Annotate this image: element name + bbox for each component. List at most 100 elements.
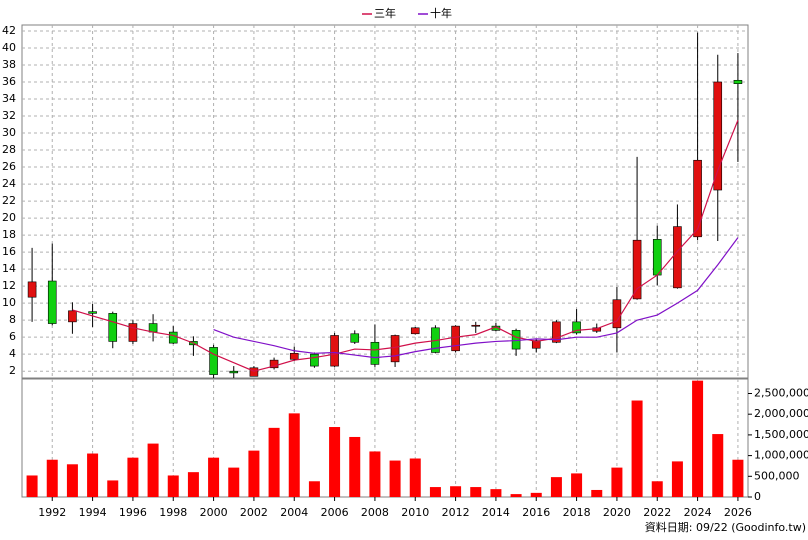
x-tick-label: 2026 [724,506,752,519]
y-tick-label: 10 [2,296,16,309]
y-tick-label: 36 [2,75,16,88]
candle-body [733,79,743,84]
volume-bar [329,427,341,497]
y-tick-label: 16 [2,245,16,258]
x-tick-label: 2008 [361,506,389,519]
y-tick-label: 40 [2,41,16,54]
candle-body [552,321,561,343]
volume-bar [107,480,119,497]
candle-body [148,323,158,333]
volume-bar [288,413,300,497]
y-tick-label: 2 [9,364,16,377]
candle-body [229,370,239,374]
y-tick-label: 24 [2,177,16,190]
candle-body [128,323,138,342]
volume-bar [87,453,99,497]
x-tick-label: 2022 [643,506,671,519]
volume-bar [591,489,603,497]
volume-bar [611,467,623,497]
y-tick-label: 34 [2,92,16,105]
candle-body [632,239,642,300]
volume-bar [26,475,38,497]
candle-body [673,226,682,289]
average-line [72,120,739,372]
x-tick-label: 2024 [684,506,712,519]
y-tick-label: 30 [2,126,16,139]
y-tick-label: 1,500,000 [754,428,808,441]
y-tick-label: 500,000 [754,469,800,482]
y-tick-label: 38 [2,58,16,71]
volume-bar [409,458,421,497]
y-tick-label: 2,500,000 [754,386,808,399]
y-tick-label: 22 [2,194,16,207]
candle-body [108,313,118,342]
volume-bar [450,486,462,497]
x-tick-label: 2004 [280,506,308,519]
candle-body [531,340,541,349]
candle-body [310,353,319,367]
volume-bar [530,492,542,497]
candle-body [390,335,400,363]
x-tick-label: 2010 [401,506,429,519]
y-tick-label: 28 [2,143,16,156]
footer: 資料日期: 09/22 (Goodinfo.tw) [645,520,806,534]
y-tick-label: 20 [2,211,16,224]
average-line [213,237,739,359]
x-tick-label: 2018 [563,506,591,519]
y-tick-label: 18 [2,228,16,241]
x-tick-label: 2000 [200,506,228,519]
y-tick-label: 12 [2,279,16,292]
candle-body [68,310,77,323]
x-tick-label: 2014 [482,506,510,519]
volume-bar [490,489,502,497]
volume-bar [187,472,199,497]
x-tick-label: 2006 [321,506,349,519]
candle-body [652,239,662,276]
volume-bar [671,461,683,497]
volume-bar [571,473,583,497]
volume-bar [66,464,78,497]
volume-bar [147,443,159,497]
volume-bar [127,457,139,497]
candle-body [47,280,57,324]
volume-bar [389,460,401,497]
volume-bar [692,380,704,497]
x-tick-label: 1998 [159,506,187,519]
y-tick-label: 8 [9,313,16,326]
x-tick-label: 1992 [38,506,66,519]
candle-body [289,353,299,360]
volume-bar [631,400,643,497]
candle-body [471,324,481,327]
volume-bar [470,487,482,497]
volume-bar [550,477,562,497]
volume-panel [21,378,749,498]
y-tick-label: 14 [2,262,16,275]
y-tick-label: 6 [9,330,16,343]
volume-bar [349,436,361,497]
candle-body [693,159,702,238]
candle-body [88,311,97,314]
candle-body [511,330,521,350]
volume-bar [429,487,441,497]
x-tick-label: 1996 [119,506,147,519]
candle-body [572,321,581,334]
x-tick-label: 1994 [79,506,107,519]
x-tick-label: 2012 [442,506,470,519]
x-tick-label: 2002 [240,506,268,519]
y-tick-label: 0 [754,490,761,503]
candle-body [350,333,360,343]
candle-body [27,281,37,298]
candle-body [330,335,339,367]
candle-body [713,81,723,191]
y-tick-label: 42 [2,24,16,37]
volume-bar [46,459,58,497]
volume-bar [369,451,381,497]
candle-body [249,367,259,377]
volume-bar [228,467,240,497]
candle-body [451,325,460,352]
legend-label: 三年 [374,6,396,20]
x-tick-label: 2020 [603,506,631,519]
volume-bar [510,494,522,497]
volume-bar [732,459,744,497]
